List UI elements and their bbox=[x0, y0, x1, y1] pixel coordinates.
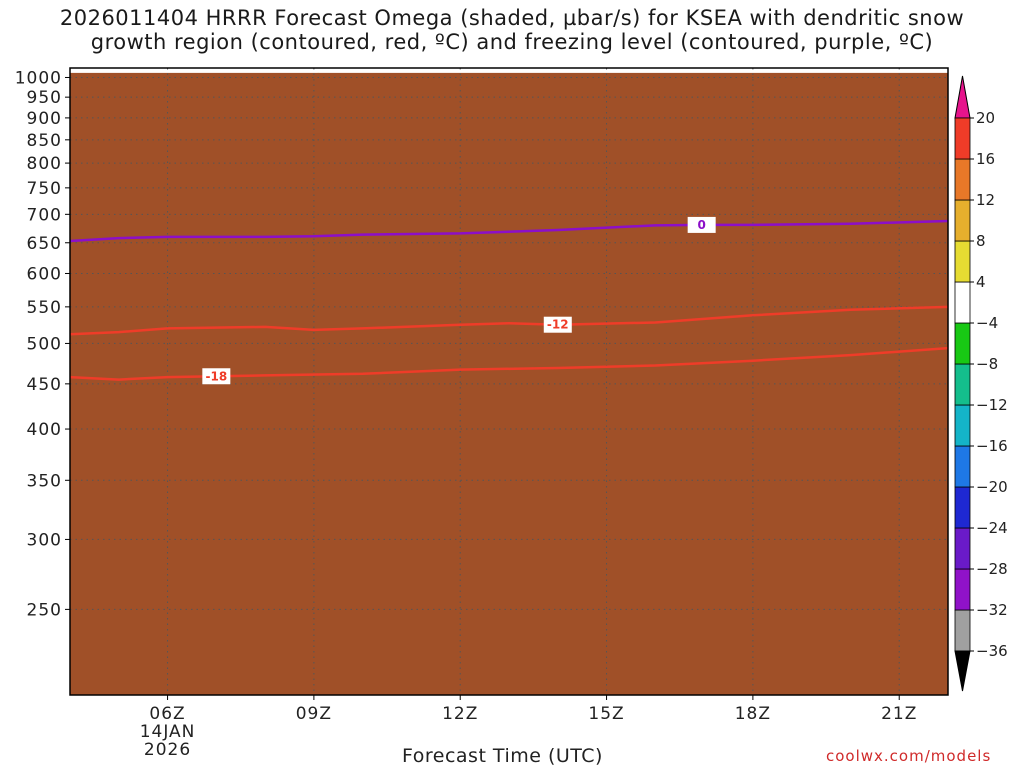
y-tick-label-800: 800 bbox=[27, 154, 62, 174]
y-tick-label-750: 750 bbox=[27, 179, 62, 199]
contour-minus-18-line bbox=[70, 346, 948, 381]
contour-0-label: 0 bbox=[697, 218, 705, 232]
chart-title: 2026011404 HRRR Forecast Omega (shaded, … bbox=[0, 6, 1024, 54]
colorbar-box-16 bbox=[954, 117, 971, 160]
colorbar-box--32 bbox=[954, 568, 971, 611]
colorbar-label--12: −12 bbox=[976, 396, 1008, 414]
colorbar-box--20 bbox=[954, 445, 971, 488]
colorbar-label--20: −20 bbox=[976, 478, 1008, 496]
contour-minus-18-label: -18 bbox=[205, 369, 227, 383]
colorbar-label--16: −16 bbox=[976, 437, 1008, 455]
colorbar-label-8: 8 bbox=[976, 232, 986, 250]
colorbar-box--24 bbox=[954, 486, 971, 529]
colorbar-label-4: 4 bbox=[976, 273, 986, 291]
title-line-1: 2026011404 HRRR Forecast Omega (shaded, … bbox=[59, 6, 965, 30]
colorbar-box--12 bbox=[954, 363, 971, 406]
colorbar-bottom-arrow bbox=[954, 650, 971, 692]
y-tick-label-650: 650 bbox=[27, 234, 62, 254]
colorbar: −36 −32 −28 −24 −20 −16 −12 −8 −4 4 8 12 16 20 bbox=[954, 75, 1008, 692]
terrain-band bbox=[70, 72, 948, 695]
contour-0-label-bg bbox=[687, 216, 716, 233]
contour-minus-12-line bbox=[70, 305, 948, 336]
colorbar-label--32: −32 bbox=[976, 601, 1008, 619]
y-tick-label-400: 400 bbox=[27, 420, 62, 440]
colorbar-box--4 bbox=[954, 281, 971, 324]
y-tick-label-950: 950 bbox=[27, 88, 62, 108]
colorbar-label-16: 16 bbox=[976, 150, 995, 168]
colorbar-label-12: 12 bbox=[976, 191, 995, 209]
plot-content: -18 -12 0 bbox=[70, 68, 948, 695]
contour-minus-12-label: -12 bbox=[547, 318, 569, 332]
plot-frame bbox=[69, 67, 949, 696]
x-axis-label: Forecast Time (UTC) bbox=[402, 745, 603, 767]
credit-link[interactable]: coolwx.com/models bbox=[826, 747, 992, 765]
contour-minus-18-label-bg bbox=[202, 368, 231, 385]
x-tick-label-12Z: 12Z bbox=[442, 704, 478, 724]
y-tick-label-1000: 1000 bbox=[15, 68, 62, 88]
colorbar-box--8 bbox=[954, 322, 971, 365]
x-tick-label-18Z: 18Z bbox=[735, 704, 771, 724]
y-tick-label-300: 300 bbox=[27, 530, 62, 550]
x-tick-year: 2026 bbox=[144, 740, 191, 760]
y-tick-label-700: 700 bbox=[27, 205, 62, 225]
colorbar-label--8: −8 bbox=[976, 355, 998, 373]
x-tick-label-21Z: 21Z bbox=[881, 704, 917, 724]
colorbar-box--28 bbox=[954, 527, 971, 570]
y-tick-label-900: 900 bbox=[27, 109, 62, 129]
y-tick-label-250: 250 bbox=[27, 600, 62, 620]
x-tick-label-06Z: 06Z bbox=[149, 704, 185, 724]
colorbar-box--16 bbox=[954, 404, 971, 447]
x-tick-date: 14JAN bbox=[140, 722, 196, 742]
colorbar-label-20: 20 bbox=[976, 109, 995, 127]
contour-0-line bbox=[70, 219, 948, 243]
y-tick-label-500: 500 bbox=[27, 334, 62, 354]
title-line-2: growth region (contoured, red, ºC) and f… bbox=[90, 30, 934, 54]
colorbar-label--28: −28 bbox=[976, 560, 1008, 578]
y-tick-label-850: 850 bbox=[27, 131, 62, 151]
colorbar-box-4 bbox=[954, 240, 971, 283]
y-tick-label-600: 600 bbox=[27, 264, 62, 284]
y-tick-label-550: 550 bbox=[27, 298, 62, 318]
colorbar-label--4: −4 bbox=[976, 314, 998, 332]
contour-minus-12-label-bg bbox=[543, 316, 572, 333]
x-tick-label-15Z: 15Z bbox=[588, 704, 624, 724]
colorbar-label--24: −24 bbox=[976, 519, 1008, 537]
y-tick-label-350: 350 bbox=[27, 471, 62, 491]
colorbar-top-arrow bbox=[954, 75, 971, 119]
colorbar-box-8 bbox=[954, 199, 971, 242]
y-tick-label-450: 450 bbox=[27, 375, 62, 395]
colorbar-box--36 bbox=[954, 609, 971, 652]
colorbar-box-12 bbox=[954, 158, 971, 201]
x-tick-label-09Z: 09Z bbox=[296, 704, 332, 724]
colorbar-label--36: −36 bbox=[976, 642, 1008, 660]
